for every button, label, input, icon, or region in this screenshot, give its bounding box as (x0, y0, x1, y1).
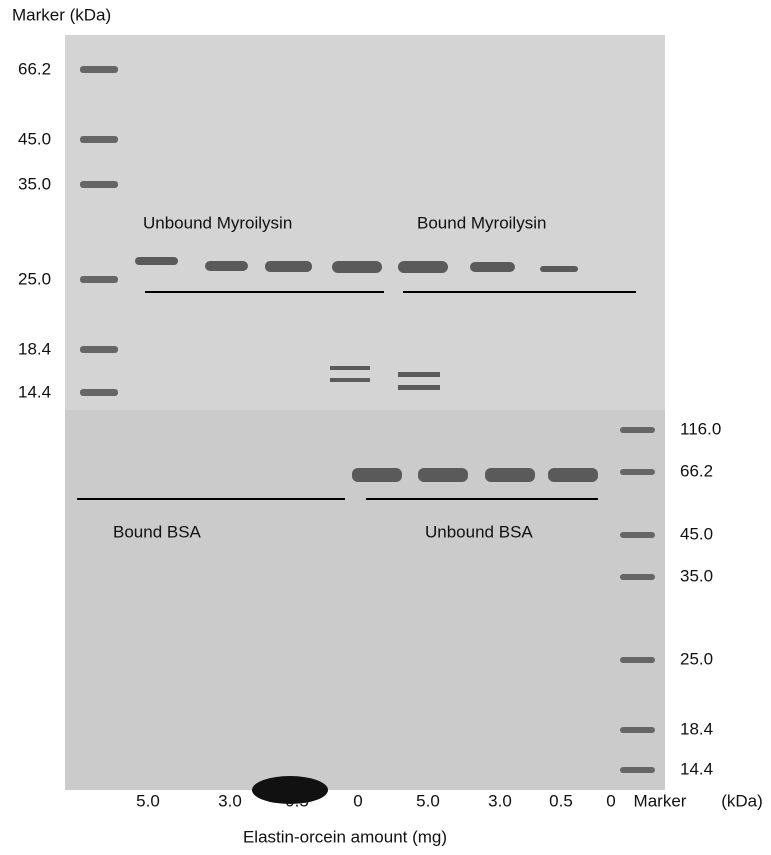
band (418, 468, 468, 482)
band (540, 266, 578, 272)
top-bands (135, 257, 578, 390)
band (205, 261, 248, 271)
band (398, 372, 440, 377)
lane-label: 0 (353, 791, 362, 810)
band (398, 261, 448, 273)
marker-band (620, 532, 655, 538)
marker-label: 25.0 (680, 649, 713, 668)
annotation: Unbound Myroilysin (143, 213, 292, 232)
band (330, 378, 370, 382)
marker-band (620, 574, 655, 580)
marker-band (80, 181, 118, 188)
marker-band (620, 469, 655, 475)
axis-label: Elastin-orcein amount (mg) (243, 827, 447, 846)
band (548, 468, 598, 482)
marker-title: Marker (kDa) (12, 5, 111, 24)
annotation: Bound BSA (113, 522, 202, 541)
band (265, 261, 312, 272)
band (135, 257, 178, 265)
annotation: Bound Myroilysin (417, 213, 546, 232)
marker-band (620, 727, 655, 733)
marker-label: 18.4 (680, 719, 713, 738)
top-gel (65, 35, 665, 410)
marker-band (620, 427, 655, 433)
lane-label: 0 (606, 791, 615, 810)
band (330, 366, 370, 370)
marker-label: 45.0 (680, 524, 713, 543)
lane-label: 5.0 (416, 791, 440, 810)
band (485, 468, 535, 482)
annotation: Unbound BSA (425, 522, 533, 541)
labels: Marker (kDa) 66.2 45.0 35.0 25.0 18.4 14.4 Unbo… (12, 5, 763, 846)
lane-label: Marker (634, 791, 687, 810)
marker-label: 66.2 (680, 461, 713, 480)
lane-label: (kDa) (721, 791, 763, 810)
gel-artifact (252, 776, 328, 804)
lane-label: 5.0 (136, 791, 160, 810)
lane-label: 0.5 (285, 791, 309, 810)
band (332, 261, 382, 273)
marker-label: 116.0 (680, 419, 721, 438)
marker-label: 35.0 (680, 566, 713, 585)
marker-band (80, 136, 118, 143)
lane-label: 3.0 (488, 791, 512, 810)
marker-label: 35.0 (18, 174, 51, 193)
marker-label: 18.4 (18, 339, 51, 358)
marker-label: 14.4 (18, 382, 51, 401)
marker-band (620, 657, 655, 663)
marker-band (80, 346, 118, 353)
band (470, 262, 515, 272)
marker-band (80, 66, 118, 73)
lane-label: 0.5 (549, 791, 573, 810)
marker-band (80, 389, 118, 396)
marker-label: 14.4 (680, 759, 713, 778)
marker-label: 66.2 (18, 59, 51, 78)
marker-band (620, 767, 655, 773)
marker-label: 25.0 (18, 269, 51, 288)
bottom-gel (65, 410, 665, 790)
band (352, 468, 402, 482)
band (398, 385, 440, 390)
bottom-bands (352, 468, 598, 482)
marker-label: 45.0 (18, 129, 51, 148)
marker-band (80, 276, 118, 283)
lane-label: 3.0 (218, 791, 242, 810)
